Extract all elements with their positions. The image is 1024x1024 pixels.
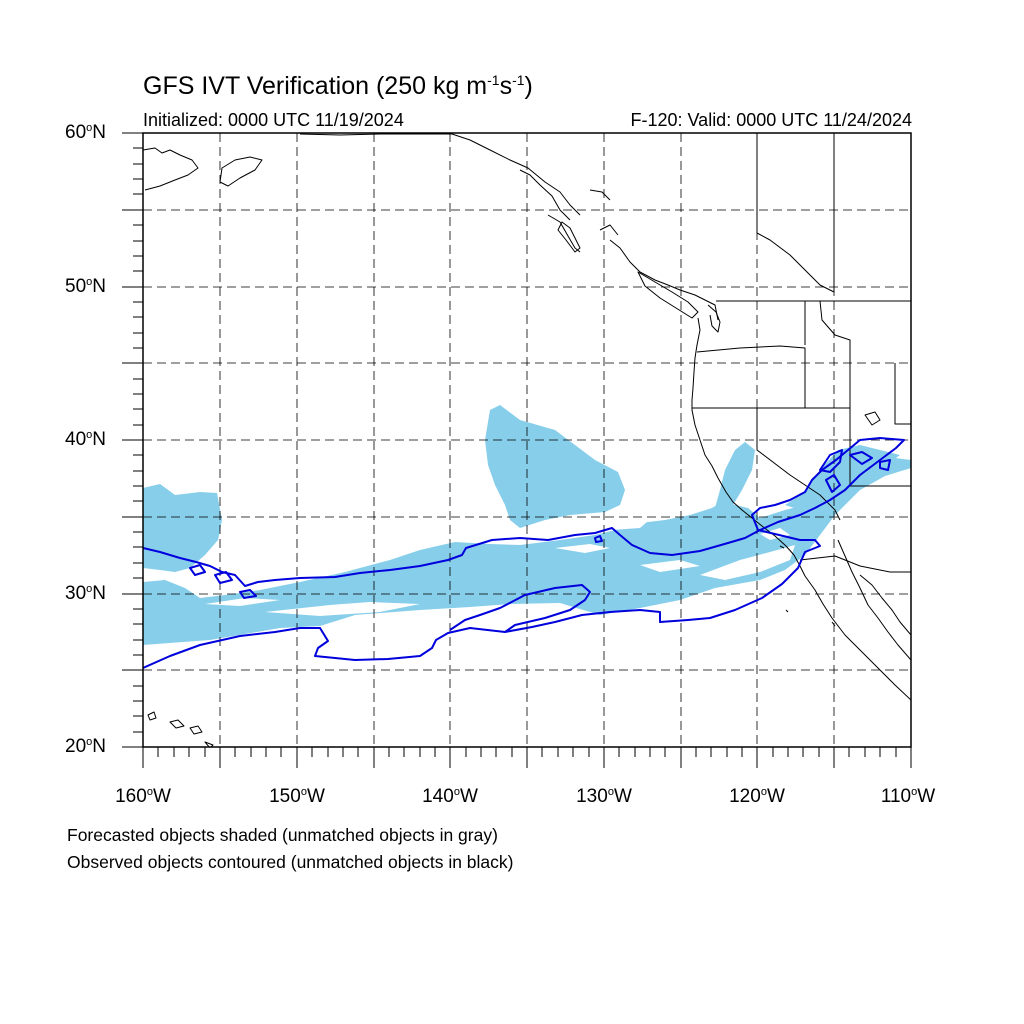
puget-sound	[707, 304, 721, 333]
title-text: GFS IVT Verification (250 kg m	[143, 72, 488, 100]
title-exponent-2: -1	[512, 72, 525, 88]
haida-gwaii	[557, 221, 581, 253]
canadian-interior-border	[756, 133, 835, 293]
california-nevada-border	[756, 408, 841, 521]
lat-label-60n: 60oN	[65, 122, 106, 143]
lon-label-130w: 130oW	[576, 786, 632, 807]
us-west-coast	[691, 317, 801, 567]
hawaiian-islands	[147, 711, 214, 747]
footnote-observed: Observed objects contoured (unmatched ob…	[67, 852, 514, 872]
lon-label-120w: 120oW	[729, 786, 785, 807]
gridlines	[143, 133, 911, 747]
forecast-gaps	[205, 515, 795, 616]
baja-california-west	[799, 565, 911, 701]
observed-inner-contour	[449, 584, 591, 633]
state-border-east	[850, 363, 911, 487]
great-salt-lake	[864, 411, 881, 426]
plot-title: GFS IVT Verification (250 kg m-1s-1)	[143, 72, 533, 101]
us-mexico-border	[799, 555, 911, 573]
lat-label-20n: 20oN	[65, 736, 106, 757]
title-exponent-1: -1	[487, 72, 500, 88]
forecast-interior-plume	[785, 445, 900, 510]
axis-ticks	[122, 132, 912, 768]
footnote-forecast: Forecasted objects shaded (unmatched obj…	[67, 825, 498, 845]
observed-main-band	[143, 437, 905, 669]
observed-objects	[143, 437, 905, 669]
lon-label-110w: 110oW	[880, 786, 936, 807]
coastlines	[143, 133, 911, 747]
alaska-coast	[143, 147, 199, 191]
lat-label-30n: 30oN	[65, 583, 106, 604]
oregon-washington-border	[696, 345, 806, 408]
lon-label-160w: 160oW	[115, 786, 171, 807]
observed-interior-loop	[819, 449, 891, 493]
title-close: )	[524, 72, 533, 100]
valid-time: F-120: Valid: 0000 UTC 11/24/2024	[630, 110, 912, 130]
forecast-west-lobe	[143, 484, 222, 572]
vancouver-island	[637, 271, 699, 319]
mexico-mainland-coast	[859, 574, 911, 636]
title-unit-s: s	[499, 72, 513, 100]
california-oregon-border	[692, 407, 851, 486]
observed-small-loops	[189, 564, 257, 599]
bc-coast	[609, 239, 719, 321]
lat-label-50n: 50oN	[65, 276, 106, 297]
baja-gulf-coast	[837, 539, 911, 661]
lon-label-150w: 150oW	[269, 786, 325, 807]
forecast-north-lobe	[485, 405, 625, 528]
alaska-panhandle-islands	[519, 169, 619, 253]
forecast-coastal-plume	[715, 442, 755, 510]
forecast-objects	[143, 405, 911, 645]
kodiak-island	[219, 156, 263, 187]
idaho-border	[804, 300, 851, 408]
channel-islands	[779, 545, 836, 627]
observed-tiny-loop	[594, 535, 603, 543]
lon-label-140w: 140oW	[422, 786, 478, 807]
lat-label-40n: 40oN	[65, 429, 106, 450]
alaska-gulf-coast	[299, 133, 581, 216]
initialized-time: Initialized: 0000 UTC 11/19/2024	[143, 110, 404, 130]
